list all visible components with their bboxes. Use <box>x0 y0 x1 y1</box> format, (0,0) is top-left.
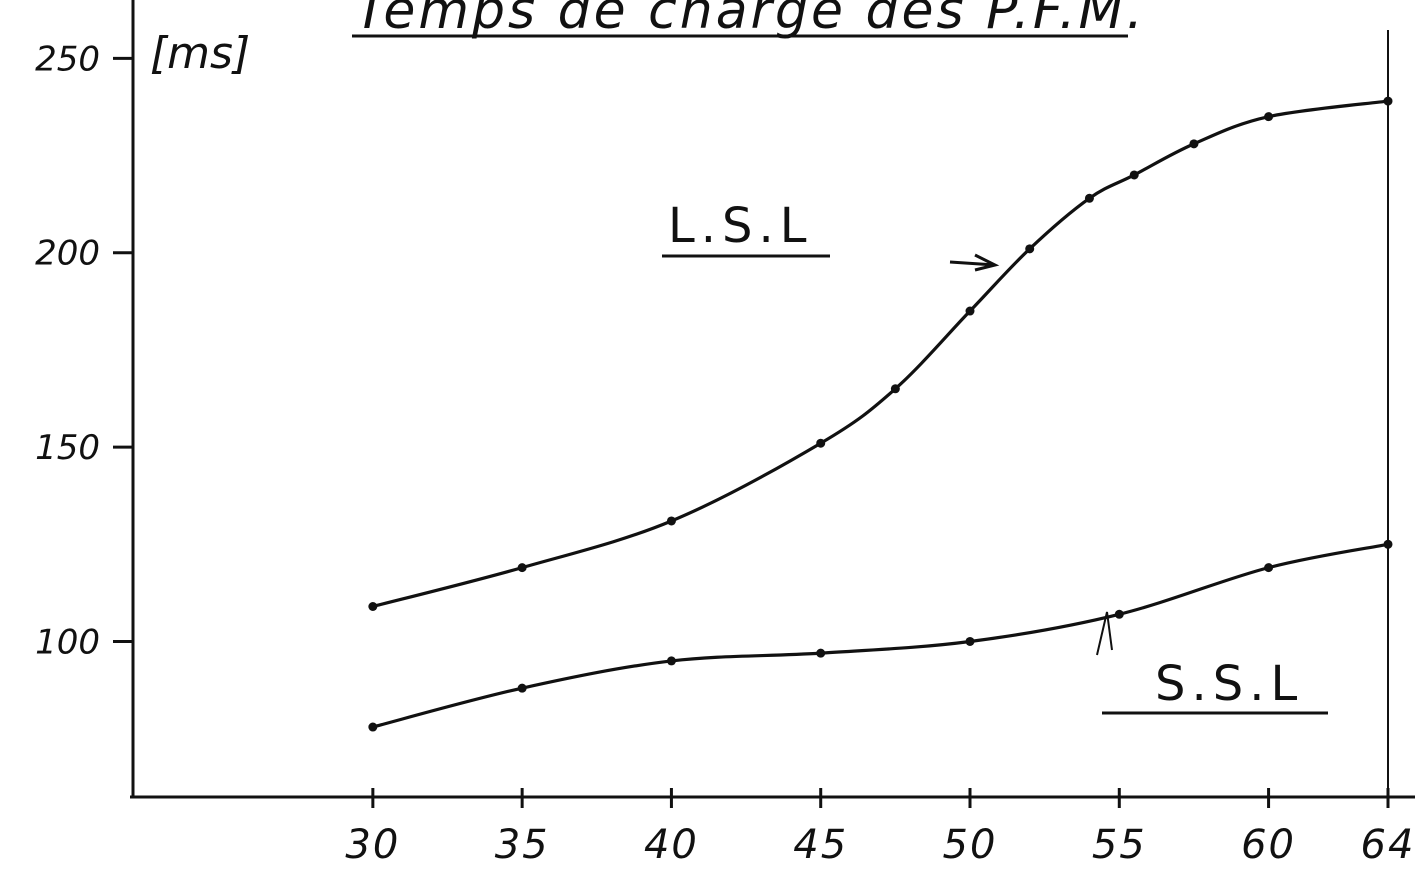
data-point-lsl <box>816 438 826 448</box>
data-point-ssl <box>517 683 527 693</box>
data-point-ssl <box>1264 563 1274 573</box>
x-tick-label: 50 <box>943 822 998 868</box>
series-label-lsl: L.S.L <box>668 198 812 254</box>
x-tick-label: 30 <box>345 822 400 868</box>
data-point-ssl <box>368 722 378 732</box>
y-ticks: 250 200 150 100 <box>35 39 134 662</box>
data-point-ssl <box>1383 539 1393 549</box>
x-tick-label: 35 <box>495 822 550 868</box>
data-point-lsl <box>517 563 527 573</box>
data-point-lsl <box>1129 170 1139 180</box>
data-point-ssl <box>965 636 975 646</box>
data-point-ssl <box>666 656 676 666</box>
x-tick-label: 55 <box>1092 822 1147 868</box>
series-label-ssl: S.S.L <box>1155 656 1303 712</box>
y-tick-label: 200 <box>35 234 100 274</box>
y-tick-label: 150 <box>35 428 100 468</box>
data-point-lsl <box>1084 193 1094 203</box>
series-label-ssl-arrow <box>1096 611 1113 656</box>
y-tick-label: 250 <box>35 39 100 79</box>
data-point-lsl <box>890 384 900 394</box>
data-point-lsl <box>666 516 676 526</box>
data-point-lsl <box>1189 139 1199 149</box>
y-axis-unit-label: [ms] <box>150 28 250 79</box>
y-tick-label: 100 <box>35 622 100 662</box>
series-group <box>368 96 1393 732</box>
data-point-lsl <box>1264 112 1274 122</box>
series-line-ssl <box>371 542 1390 729</box>
series-line-lsl <box>371 99 1390 609</box>
data-point-lsl <box>965 306 975 316</box>
x-tick-label: 60 <box>1241 822 1296 868</box>
data-point-ssl <box>816 648 826 658</box>
x-tick-label: 40 <box>644 822 699 868</box>
x-tick-label: 45 <box>793 822 848 868</box>
series-label-lsl-arrow <box>949 253 1000 272</box>
data-point-lsl <box>368 601 378 611</box>
data-point-lsl <box>1025 244 1035 254</box>
data-point-ssl <box>1114 609 1124 619</box>
x-ticks: 30 35 40 45 50 55 60 64 <box>345 788 1415 868</box>
x-tick-label: 64 <box>1361 822 1415 868</box>
chart-title: Temps de charge des P.F.M. <box>355 0 1146 41</box>
data-point-lsl <box>1383 96 1393 106</box>
